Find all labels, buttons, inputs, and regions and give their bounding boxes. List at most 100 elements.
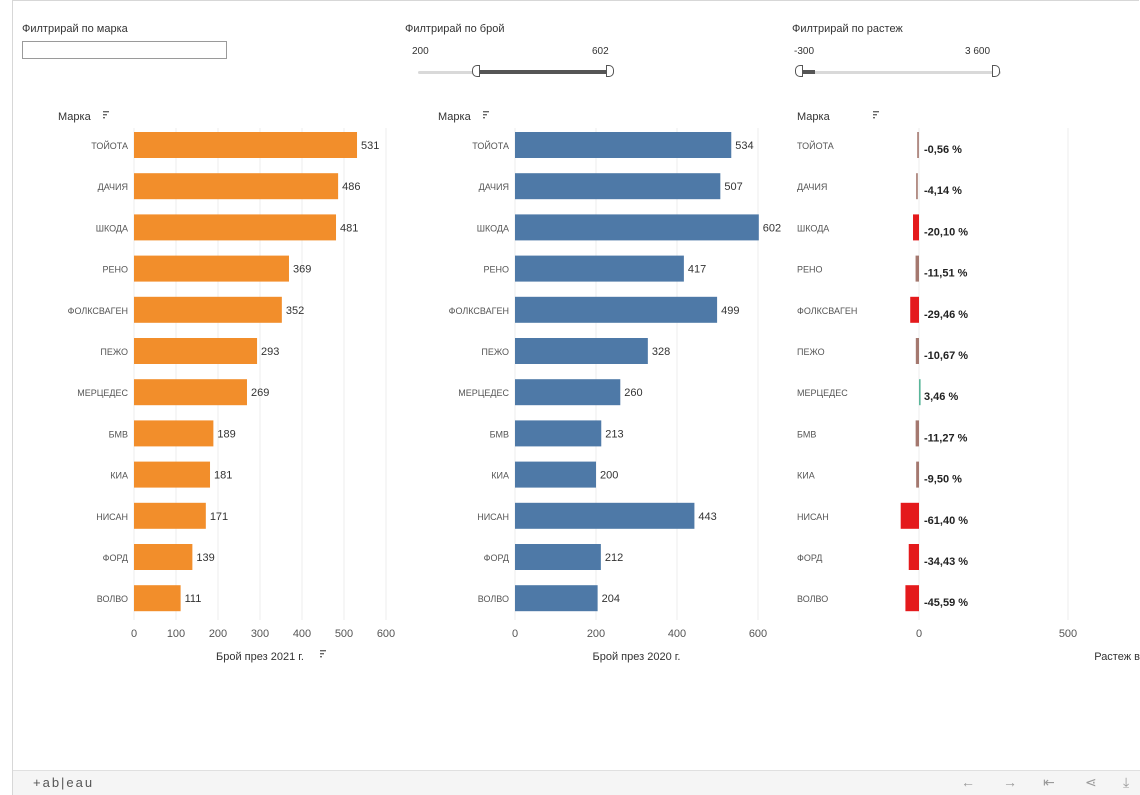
chart3-column-header: Марка <box>797 111 831 123</box>
chart2-column-header: Марка <box>438 111 472 123</box>
chart2-category-label: ШКОДА <box>477 223 509 233</box>
count-range-slider[interactable] <box>418 65 614 79</box>
chart2-data-label: 417 <box>688 264 706 276</box>
chart1-tick-label: 600 <box>377 628 395 640</box>
chart2-data-label: 602 <box>763 222 781 234</box>
brand-filter-input[interactable] <box>22 41 227 59</box>
chart1-category-label: ТОЙОТА <box>91 140 128 151</box>
chart1-tick-label: 500 <box>335 628 353 640</box>
chart3-bar <box>915 338 919 364</box>
chart2-data-label: 499 <box>721 305 739 317</box>
chart3-category-label: БМВ <box>797 429 816 439</box>
share-icon[interactable]: ⋖ <box>1085 774 1097 790</box>
chart2-bar <box>515 173 721 200</box>
chart1-sort-icon[interactable] <box>103 111 109 119</box>
chart2-bar <box>515 585 598 612</box>
chart2-bar <box>515 461 596 488</box>
chart3-category-label: МЕРЦЕДЕС <box>797 388 848 398</box>
chart1-bar <box>134 255 289 282</box>
chart3-bar <box>915 420 919 447</box>
chart1-bar <box>134 132 358 158</box>
chart3-bar <box>917 132 919 158</box>
chart3-category-label: ФОРД <box>797 553 822 563</box>
chart3-category-label: ФОЛКСВАГЕН <box>797 306 857 316</box>
chart2-data-label: 534 <box>735 140 753 152</box>
chart1-data-label: 111 <box>185 593 202 605</box>
revert-icon[interactable]: ⇤ <box>1043 774 1055 790</box>
chart1-bar <box>134 296 282 323</box>
chart3-bar <box>915 255 919 282</box>
chart2-data-label: 204 <box>602 593 620 605</box>
chart1-tick-label: 200 <box>209 628 227 640</box>
chart3-category-label: КИА <box>797 471 815 481</box>
chart1-tick-label: 400 <box>293 628 311 640</box>
chart1-category-label: ДАЧИЯ <box>98 182 128 192</box>
chart2-bar <box>515 255 684 282</box>
chart2-bar <box>515 338 648 364</box>
chart2-tick-label: 200 <box>587 628 605 640</box>
growth-slider-min-handle[interactable] <box>795 65 803 77</box>
chart3-x-axis-label: Растеж в проценти <box>1094 651 1140 663</box>
count-filter-min: 200 <box>412 46 429 57</box>
chart1-category-label: РЕНО <box>102 265 128 275</box>
download-icon[interactable]: ⤓ <box>1123 774 1130 790</box>
chart3-data-label: -61,40 % <box>924 515 968 527</box>
chart1-category-label: ФОЛКСВАГЕН <box>68 306 128 316</box>
chart2-category-label: РЕНО <box>483 265 509 275</box>
chart1-data-label: 181 <box>214 470 232 482</box>
chart1-x-axis-label: Брой през 2021 г. <box>216 651 304 663</box>
redo-icon[interactable]: → <box>1003 774 1017 790</box>
dashboard-frame <box>12 0 1139 795</box>
chart1-category-label: ВОЛВО <box>97 594 128 604</box>
chart1-data-label: 481 <box>340 222 358 234</box>
chart2-category-label: ТОЙОТА <box>472 140 509 151</box>
chart1-tick-label: 100 <box>167 628 185 640</box>
chart1-tick-label: 300 <box>251 628 269 640</box>
chart3-category-label: ВОЛВО <box>797 594 828 604</box>
undo-icon[interactable]: ← <box>961 774 975 790</box>
chart2-category-label: МЕРЦЕДЕС <box>458 388 509 398</box>
chart3-bar <box>905 585 919 612</box>
chart3-data-label: -9,50 % <box>924 474 962 486</box>
chart1-data-label: 531 <box>361 140 379 152</box>
chart2-bar <box>515 544 601 570</box>
chart3-sort-icon[interactable] <box>873 111 879 119</box>
chart1-data-label: 189 <box>217 428 235 440</box>
chart1-bar <box>134 461 211 488</box>
chart2-bar <box>515 132 732 158</box>
chart2-category-label: ДАЧИЯ <box>479 182 509 192</box>
growth-filter-title: Филтрирай по растеж <box>792 23 903 35</box>
chart1-bar <box>134 502 206 529</box>
chart1-category-label: ПЕЖО <box>100 347 128 357</box>
chart3-data-label: -4,14 % <box>924 185 962 197</box>
growth-slider-max-handle[interactable] <box>992 65 1000 77</box>
chart3-data-label: -10,67 % <box>924 350 968 362</box>
tableau-logo: +ab|eau <box>33 775 95 790</box>
chart2-category-label: ПЕЖО <box>481 347 509 357</box>
count-slider-fill <box>478 70 608 74</box>
chart1-data-label: 369 <box>293 264 311 276</box>
chart1-data-label: 269 <box>251 387 269 399</box>
chart2-bar <box>515 379 621 406</box>
chart2-data-label: 213 <box>605 428 623 440</box>
chart1-category-label: МЕРЦЕДЕС <box>77 388 128 398</box>
growth-filter-min: -300 <box>794 46 815 57</box>
chart2-sort-icon[interactable] <box>483 111 489 119</box>
chart2-x-axis-label: Брой през 2020 г. <box>593 651 681 663</box>
count-slider-min-handle[interactable] <box>472 65 480 77</box>
chart3-category-label: ДАЧИЯ <box>797 182 827 192</box>
count-filter-title: Филтрирай по брой <box>405 23 505 35</box>
chart2-data-label: 200 <box>600 470 618 482</box>
chart3-data-label: -45,59 % <box>924 597 968 609</box>
chart2-tick-label: 0 <box>512 628 518 640</box>
chart2-bar <box>515 420 602 447</box>
growth-range-slider[interactable] <box>795 65 1001 79</box>
chart2-tick-label: 400 <box>668 628 686 640</box>
chart1-data-label: 486 <box>342 181 360 193</box>
chart3-bar <box>900 502 919 529</box>
chart1-axis-sort-icon[interactable] <box>320 650 326 658</box>
chart3-data-label: 3,46 % <box>924 391 958 403</box>
chart3-data-label: -34,43 % <box>924 556 968 568</box>
count-slider-max-handle[interactable] <box>606 65 614 77</box>
chart1-bar <box>134 585 181 612</box>
